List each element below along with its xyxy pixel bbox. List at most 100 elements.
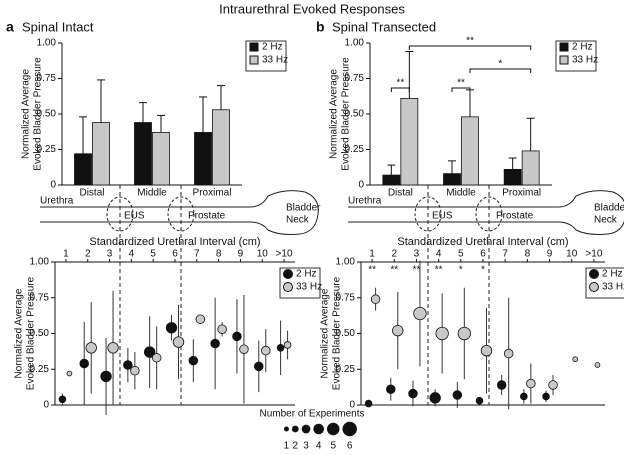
point [429,392,441,404]
panel-label: a [6,19,14,35]
x-tick-label: 6 [480,249,486,260]
legend-label: 2 Hz [262,42,283,53]
legend-label: 33 Hz [602,282,624,293]
point [370,294,381,304]
legend-label: 33 Hz [572,55,598,66]
eus-region [414,196,442,232]
point [276,343,285,352]
y-tick-label: 1.00 [37,38,57,49]
y-axis-label: Normalized Average [320,288,331,378]
x-tick-label: 9 [547,249,553,260]
diagram-label: Neck [286,215,310,226]
point [188,355,199,366]
y-tick-label: 0.25 [345,144,365,155]
size-legend-marker [291,425,299,433]
urethra-outline [348,190,624,235]
x-tick-label: 3 [414,249,420,260]
x-tick-label: 9 [238,249,244,260]
point [413,306,427,321]
size-legend-marker [284,426,289,432]
size-legend-marker [301,424,311,434]
x-tick-label: Distal [79,188,104,199]
y-tick-label: 0 [349,400,355,411]
legend-label: 33 Hz [262,55,288,66]
x-tick-label: 10 [257,249,269,260]
x-tick-label: 7 [502,249,508,260]
point [475,396,484,405]
x-tick-label: 2 [85,249,91,260]
legend-swatch [283,269,293,279]
x-tick-label: 6 [172,249,178,260]
x-tick-label: 4 [129,249,135,260]
y-axis-label: Evoked Bladder Pressure [341,57,352,171]
x-axis-label: Standardized Urethral Interval (cm) [397,236,568,248]
size-legend-label: 5 [330,441,336,452]
legend-label: 2 Hz [572,42,593,53]
point [408,388,418,399]
prostate-region [475,196,503,232]
y-tick-label: 0.75 [30,292,50,303]
significance-label: ** [368,265,376,276]
x-tick-label: 1 [369,249,375,260]
y-tick-label: 0.50 [37,109,57,120]
diagram-label: Bladder [286,203,321,214]
point [572,356,579,363]
y-tick-label: 0.25 [336,364,356,375]
point [435,326,449,341]
bar [461,116,479,186]
significance-bracket [469,68,532,73]
bar [521,150,540,186]
significance-label: * [481,265,485,276]
legend-label: 2 Hz [296,269,317,280]
x-axis-label: Standardized Urethral Interval (cm) [89,236,260,248]
x-tick-label: >10 [276,249,293,260]
x-tick-label: 5 [458,249,464,260]
bar [74,153,92,186]
point [594,362,601,368]
y-axis-label: Normalized Average [329,69,340,159]
size-legend-marker [342,421,357,437]
bar [212,109,230,186]
significance-bracket [408,45,532,50]
y-tick-label: 0 [43,400,49,411]
x-tick-label: 2 [391,249,397,260]
significance-label: * [498,59,502,70]
x-tick-label: Middle [137,188,167,199]
y-axis-label: Evoked Bladder Pressure [332,276,343,390]
point [130,365,140,376]
significance-bracket [390,87,410,92]
x-tick-label: 8 [216,249,222,260]
diagram-label: Bladder [594,203,624,214]
significance-label: * [459,265,463,276]
legend-swatch [559,55,569,65]
point [457,326,471,341]
x-tick-label: 3 [107,249,113,260]
diagram-label: Prostate [188,211,226,222]
bar [134,122,152,186]
significance-bracket [451,87,471,92]
diagram-label: EUS [124,211,145,222]
bar [152,132,170,186]
legend-swatch [589,282,599,292]
point [151,353,162,363]
point [66,370,73,377]
point [143,346,156,358]
point [195,314,206,324]
diagram-label: EUS [432,211,453,222]
x-tick-label: >10 [585,249,602,260]
point [526,378,536,389]
point [172,336,185,348]
size-legend-marker [327,422,340,436]
y-tick-label: 1.00 [336,257,356,268]
y-tick-label: 1.00 [345,38,365,49]
panel-label: b [316,19,325,35]
significance-label: ** [396,78,404,89]
y-axis-label: Evoked Bladder Pressure [33,57,44,171]
point [480,344,493,357]
eus-region [106,196,134,232]
y-tick-label: 0.25 [37,144,57,155]
point [217,324,227,334]
point [496,380,507,390]
diagram-label: Urethra [40,196,74,207]
